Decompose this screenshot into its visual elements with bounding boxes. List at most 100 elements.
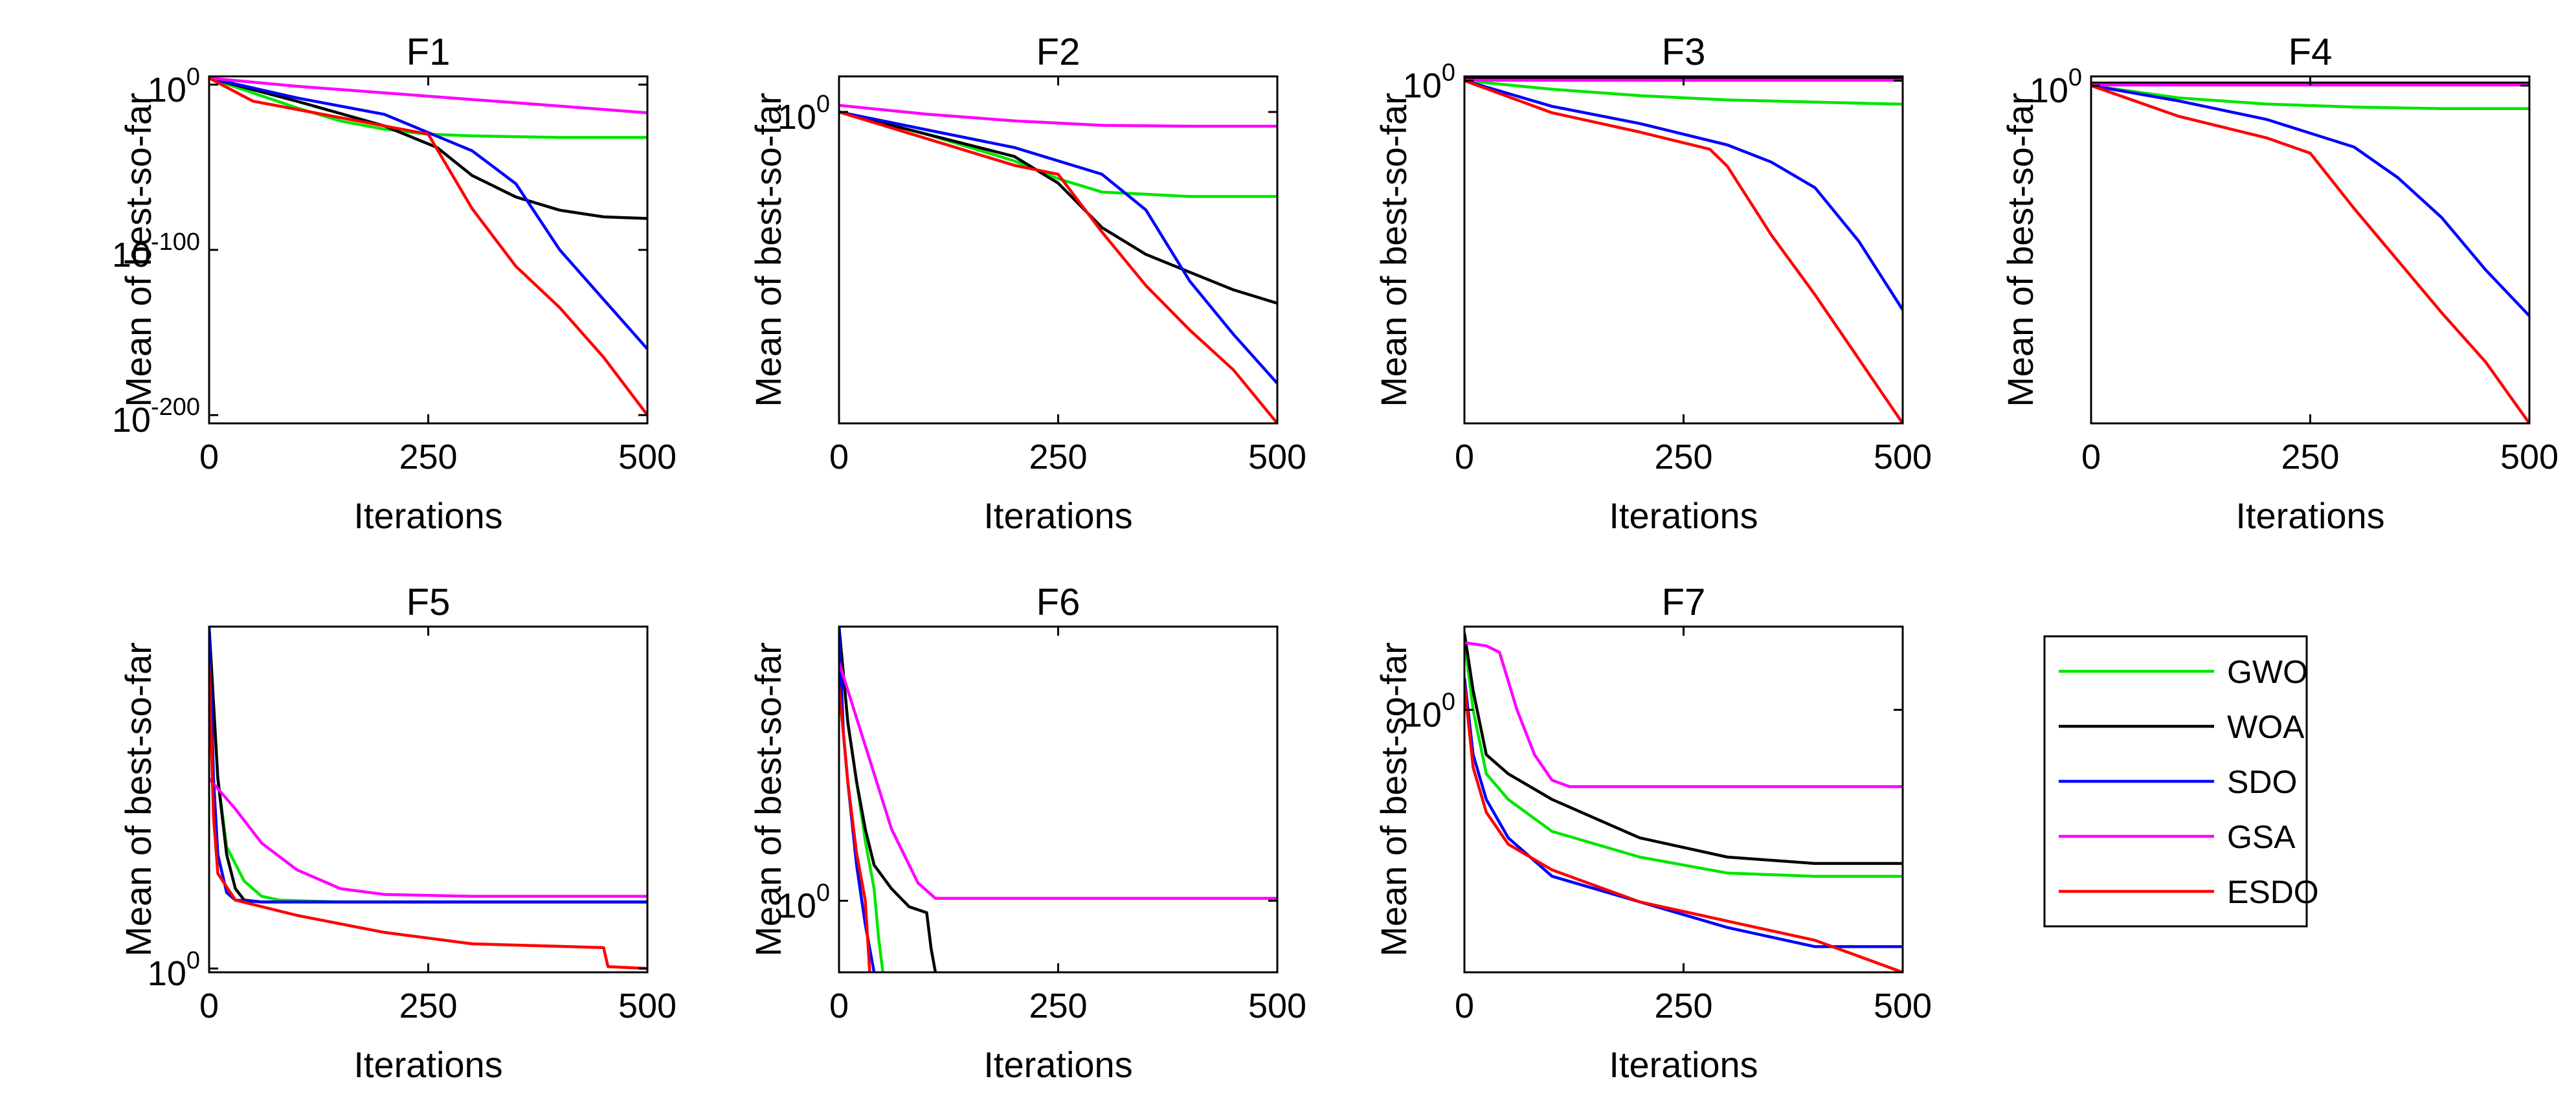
subplots: 0 250 500 100 10-100 10-200 F1 Iterations Mean o…	[112, 31, 2559, 1085]
panel-f2: 0 250 500 100 F2 Iterations Mean of best-so-fa…	[748, 31, 1306, 536]
legend-item-gwo: GWO	[2059, 654, 2308, 690]
x-tick-label: 0	[199, 987, 219, 1025]
y-tick-label: 10-200	[112, 394, 200, 440]
legend-label: GWO	[2227, 654, 2308, 690]
plot-frame	[2090, 75, 2531, 425]
x-tick-label: 250	[399, 987, 457, 1025]
series-line-gsa	[1464, 641, 1903, 788]
series-line-sdo	[839, 110, 1277, 385]
series-line-gsa	[839, 104, 1277, 128]
series-line-sdo	[1464, 79, 1903, 311]
series-line-gwo	[1464, 79, 1903, 106]
series-line-woa	[839, 110, 1277, 305]
x-tick-label: 500	[618, 438, 677, 476]
series-group	[2091, 82, 2529, 423]
series-group	[839, 104, 1277, 423]
panel-title: F4	[2289, 31, 2333, 73]
series-line-woa	[209, 76, 647, 220]
panel-title: F5	[407, 581, 451, 623]
y-axis-label: Mean of best-so-far	[748, 642, 789, 957]
legend-label: ESDO	[2227, 874, 2319, 910]
legend-item-gsa: GSA	[2059, 819, 2296, 855]
series-line-esdo	[839, 686, 871, 972]
x-tick-label: 0	[1455, 438, 1474, 476]
x-axis-label: Iterations	[353, 1044, 502, 1085]
y-axis-label: Mean of best-so-far	[118, 642, 159, 957]
series-line-esdo	[1464, 79, 1903, 423]
legend-label: GSA	[2227, 819, 2296, 855]
series-group	[839, 627, 1277, 972]
legend-label: WOA	[2227, 709, 2305, 745]
y-tick-label: 100	[148, 63, 200, 109]
x-axis-label: Iterations	[353, 495, 502, 536]
x-tick-label: 500	[1248, 987, 1306, 1025]
y-axis-label: Mean of best-so-far	[118, 93, 159, 407]
legend-label: SDO	[2227, 764, 2297, 800]
panel-title: F1	[407, 31, 451, 73]
series-line-gsa	[839, 662, 1277, 900]
series-line-gwo	[2091, 84, 2529, 111]
y-tick-label: 100	[1403, 60, 1455, 106]
y-axis-label: Mean of best-so-far	[1373, 642, 1414, 957]
x-tick-label: 500	[618, 987, 677, 1025]
x-tick-label: 500	[2500, 438, 2559, 476]
x-axis-label: Iterations	[1609, 495, 1758, 536]
y-tick-label: 10-100	[112, 229, 200, 274]
x-tick-label: 0	[199, 438, 219, 476]
panel-title: F2	[1036, 31, 1081, 73]
legend-item-woa: WOA	[2059, 709, 2305, 745]
x-tick-label: 0	[2081, 438, 2101, 476]
panel-f7: 0 250 500 100 F7 Iterations Mean of best-so-fa…	[1373, 581, 1932, 1085]
series-line-sdo	[1464, 677, 1903, 948]
panel-f6: 0 250 500 100 F6 Iterations Mean of best-so-fa…	[748, 581, 1306, 1085]
panel-title: F3	[1662, 31, 1706, 73]
y-tick-label: 100	[1403, 689, 1455, 735]
x-tick-label: 250	[1654, 438, 1712, 476]
panel-f1: 0 250 500 100 10-100 10-200 F1 Iterations Mean o…	[112, 31, 677, 536]
y-tick-label: 100	[778, 91, 830, 137]
x-tick-label: 0	[829, 438, 849, 476]
plot-frame	[838, 625, 1279, 974]
series-line-woa	[1464, 632, 1903, 865]
x-tick-label: 500	[1248, 438, 1306, 476]
series-group	[1464, 77, 1903, 423]
x-tick-label: 0	[829, 987, 849, 1025]
y-tick-label: 100	[778, 880, 830, 926]
x-tick-label: 250	[1029, 438, 1087, 476]
series-line-sdo	[209, 627, 647, 904]
plot-frame	[1463, 75, 1904, 425]
series-line-esdo	[2091, 84, 2529, 423]
series-group	[209, 76, 647, 416]
panel-title: F7	[1662, 581, 1706, 623]
series-line-woa	[839, 627, 937, 972]
series-line-esdo	[209, 76, 647, 416]
panel-f5: 0 250 500 100 F5 Iterations Mean of best-so-fa…	[118, 581, 677, 1085]
y-tick-label: 100	[2030, 64, 2082, 110]
series-group	[209, 627, 647, 970]
plot-frame	[208, 75, 649, 425]
series-line-gsa	[209, 777, 647, 898]
x-tick-label: 250	[2281, 438, 2339, 476]
y-tick-label: 100	[148, 947, 200, 993]
plot-frame	[208, 625, 649, 974]
x-tick-label: 250	[1029, 987, 1087, 1025]
legend: GWO WOA SDO GSA ESDO	[2043, 635, 2319, 928]
x-axis-label: Iterations	[983, 1044, 1132, 1085]
x-tick-label: 250	[399, 438, 457, 476]
series-line-sdo	[209, 76, 647, 350]
series-line-gwo	[209, 627, 647, 904]
x-tick-label: 0	[1455, 987, 1474, 1025]
x-tick-label: 500	[1874, 438, 1932, 476]
panel-f4: 0 250 500 100 F4 Iterations Mean of best-so-fa…	[2000, 31, 2559, 536]
x-axis-label: Iterations	[983, 495, 1132, 536]
x-axis-label: Iterations	[1609, 1044, 1758, 1085]
legend-item-sdo: SDO	[2059, 764, 2297, 800]
series-line-sdo	[2091, 84, 2529, 317]
series-line-esdo	[1464, 684, 1903, 972]
series-line-gsa	[209, 76, 647, 115]
y-axis-label: Mean of best-so-far	[1373, 93, 1414, 407]
panel-f3: 0 250 500 100 F3 Iterations Mean of best-so-fa…	[1373, 31, 1932, 536]
panel-title: F6	[1036, 581, 1081, 623]
x-tick-label: 250	[1654, 987, 1712, 1025]
